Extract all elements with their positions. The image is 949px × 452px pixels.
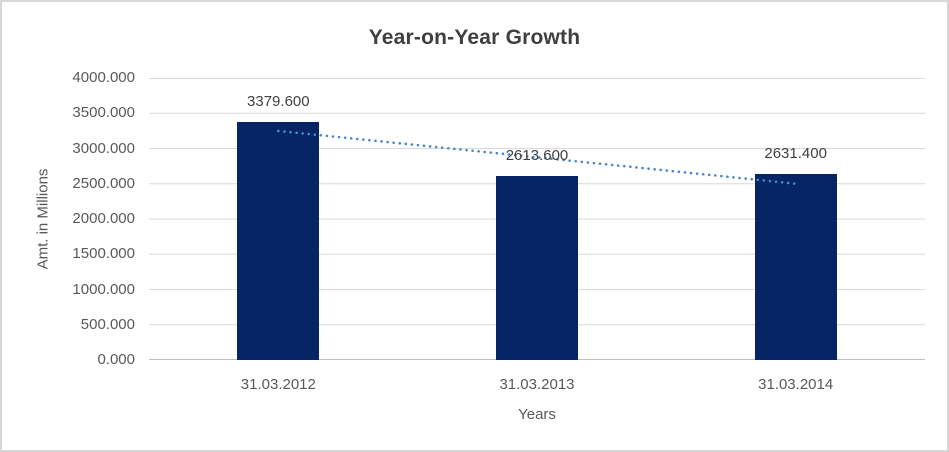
y-tick-label: 3000.000 (72, 139, 135, 157)
y-tick-label: 1000.000 (72, 280, 135, 298)
chart-title: Year-on-Year Growth (368, 26, 581, 49)
bar (754, 174, 837, 360)
y-tick-label: 2500.000 (72, 174, 135, 192)
x-category-label: 31.03.2013 (499, 376, 575, 393)
y-tick-label: 4000.000 (72, 69, 135, 86)
x-axis-title: Years (518, 406, 556, 423)
y-tick-label: 0.000 (97, 351, 135, 368)
y-tick-label: 1500.000 (72, 245, 135, 263)
x-category-label: 31.03.2014 (758, 376, 834, 393)
data-label: 2613.600 (505, 146, 569, 164)
y-tick-label: 3500.000 (72, 104, 135, 122)
data-label: 3379.600 (247, 92, 310, 110)
x-category-label: 31.03.2012 (240, 376, 316, 393)
y-tick-label: 500.000 (80, 315, 135, 333)
y-axis-title: Amt. in Millions (34, 168, 52, 270)
data-label: 2631.400 (764, 145, 827, 163)
bar (237, 121, 320, 360)
bar (496, 175, 578, 360)
y-tick-label: 2000.000 (72, 210, 135, 227)
